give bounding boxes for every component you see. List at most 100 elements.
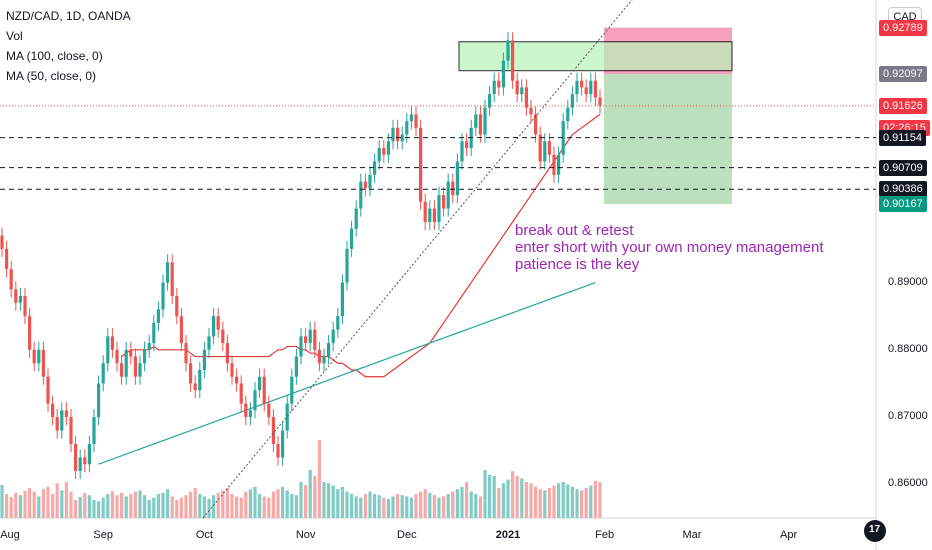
candle-body [212,316,216,337]
volume-bar [189,491,193,518]
candle-body [23,296,27,317]
volume-bar [396,494,400,518]
volume-bar [258,494,262,518]
volume-bar [225,488,229,518]
candle-body [322,356,326,364]
legend-ma100[interactable]: MA (100, close, 0) [6,49,103,63]
candle-body [101,363,105,384]
tradingview-logo-icon[interactable]: 17 [864,520,886,542]
volume-bar [547,488,551,518]
candle-body [138,363,142,377]
volume-bar [74,500,78,518]
candle-body [97,383,101,418]
volume-bar [566,484,570,518]
volume-bar [97,501,101,518]
legend-ma50[interactable]: MA (50, close, 0) [6,69,97,83]
volume-bar [359,497,363,518]
candle-body [230,363,234,377]
volume-bar [584,488,588,518]
volume-bar [593,480,597,518]
volume-bar [138,490,142,518]
volume-bar [373,494,377,518]
candle-body [28,316,32,350]
candle-body [41,349,45,377]
volume-bar [488,474,492,518]
x-tick-label: Mar [682,529,702,541]
legend: NZD/CAD, 1D, OANDA Vol MA (100, close, 0… [6,6,131,86]
candle-body [557,154,561,175]
volume-bar [9,497,13,518]
volume-bar [276,489,280,518]
candle-body [382,148,386,155]
candle-body [74,444,78,471]
volume-bar [147,500,151,518]
volume-bar [0,485,4,518]
candle-body [267,403,271,418]
candle-body [198,370,202,391]
trendline [202,0,633,519]
volume-bar [179,497,183,518]
volume-bar [455,489,459,518]
volume-bar [354,496,358,518]
candle-body [175,296,179,317]
x-tick-label: Sep [93,529,113,541]
candle-body [442,195,446,209]
candle-body [189,363,193,384]
candle-body [488,94,492,108]
symbol-title[interactable]: NZD/CAD, 1D, OANDA [6,9,131,23]
candle-body [547,141,551,155]
candle-body [593,80,597,98]
volume-bar [409,497,413,518]
moving-averages [98,113,601,465]
volume-bar [350,494,354,518]
volume-bar [152,497,156,518]
volume-bar [110,491,114,518]
volume-bar [28,488,32,518]
volume-bar [340,486,344,518]
volume-bar [14,492,18,518]
candle-body [156,309,160,323]
volume-bar [492,476,496,518]
volume-bar [124,496,128,518]
volume-bar [290,494,294,518]
y-tick-label: 0.88000 [888,342,928,355]
volume-bar [18,495,22,518]
volume-bar [216,492,220,518]
volume-bar [212,495,216,518]
volume-bar [161,492,165,518]
candle-body [14,289,18,303]
volume-bar [400,495,404,518]
legend-vol[interactable]: Vol [6,29,23,43]
volume-bar [41,489,45,518]
volume-bar [281,486,285,518]
volume-bar [469,491,473,518]
candle-body [129,349,133,357]
price-tag: 0.91154 [879,129,926,146]
volume-bar [60,490,64,518]
volume-bar [271,491,275,518]
candle-body [327,343,331,357]
trade-zones [458,27,733,205]
volume-bar [253,486,257,518]
candle-body [0,235,4,249]
candle-body [455,161,459,196]
candle-body [253,390,257,411]
candle-body [373,161,377,175]
candle-body [423,201,427,222]
volume-bar [184,495,188,518]
volume-bar [538,489,542,518]
ma50-line [121,113,601,378]
volume-bar [133,491,137,518]
volume-bar [248,489,252,518]
volume-bar [221,490,225,518]
price-tag: 0.90709 [879,159,927,176]
candle-body [520,87,524,95]
volume-bar [51,494,55,518]
volume-bar [262,496,266,518]
volume-bar [285,490,289,518]
candle-body [575,80,579,95]
candle-body [419,127,423,202]
volume-bar [230,494,234,518]
